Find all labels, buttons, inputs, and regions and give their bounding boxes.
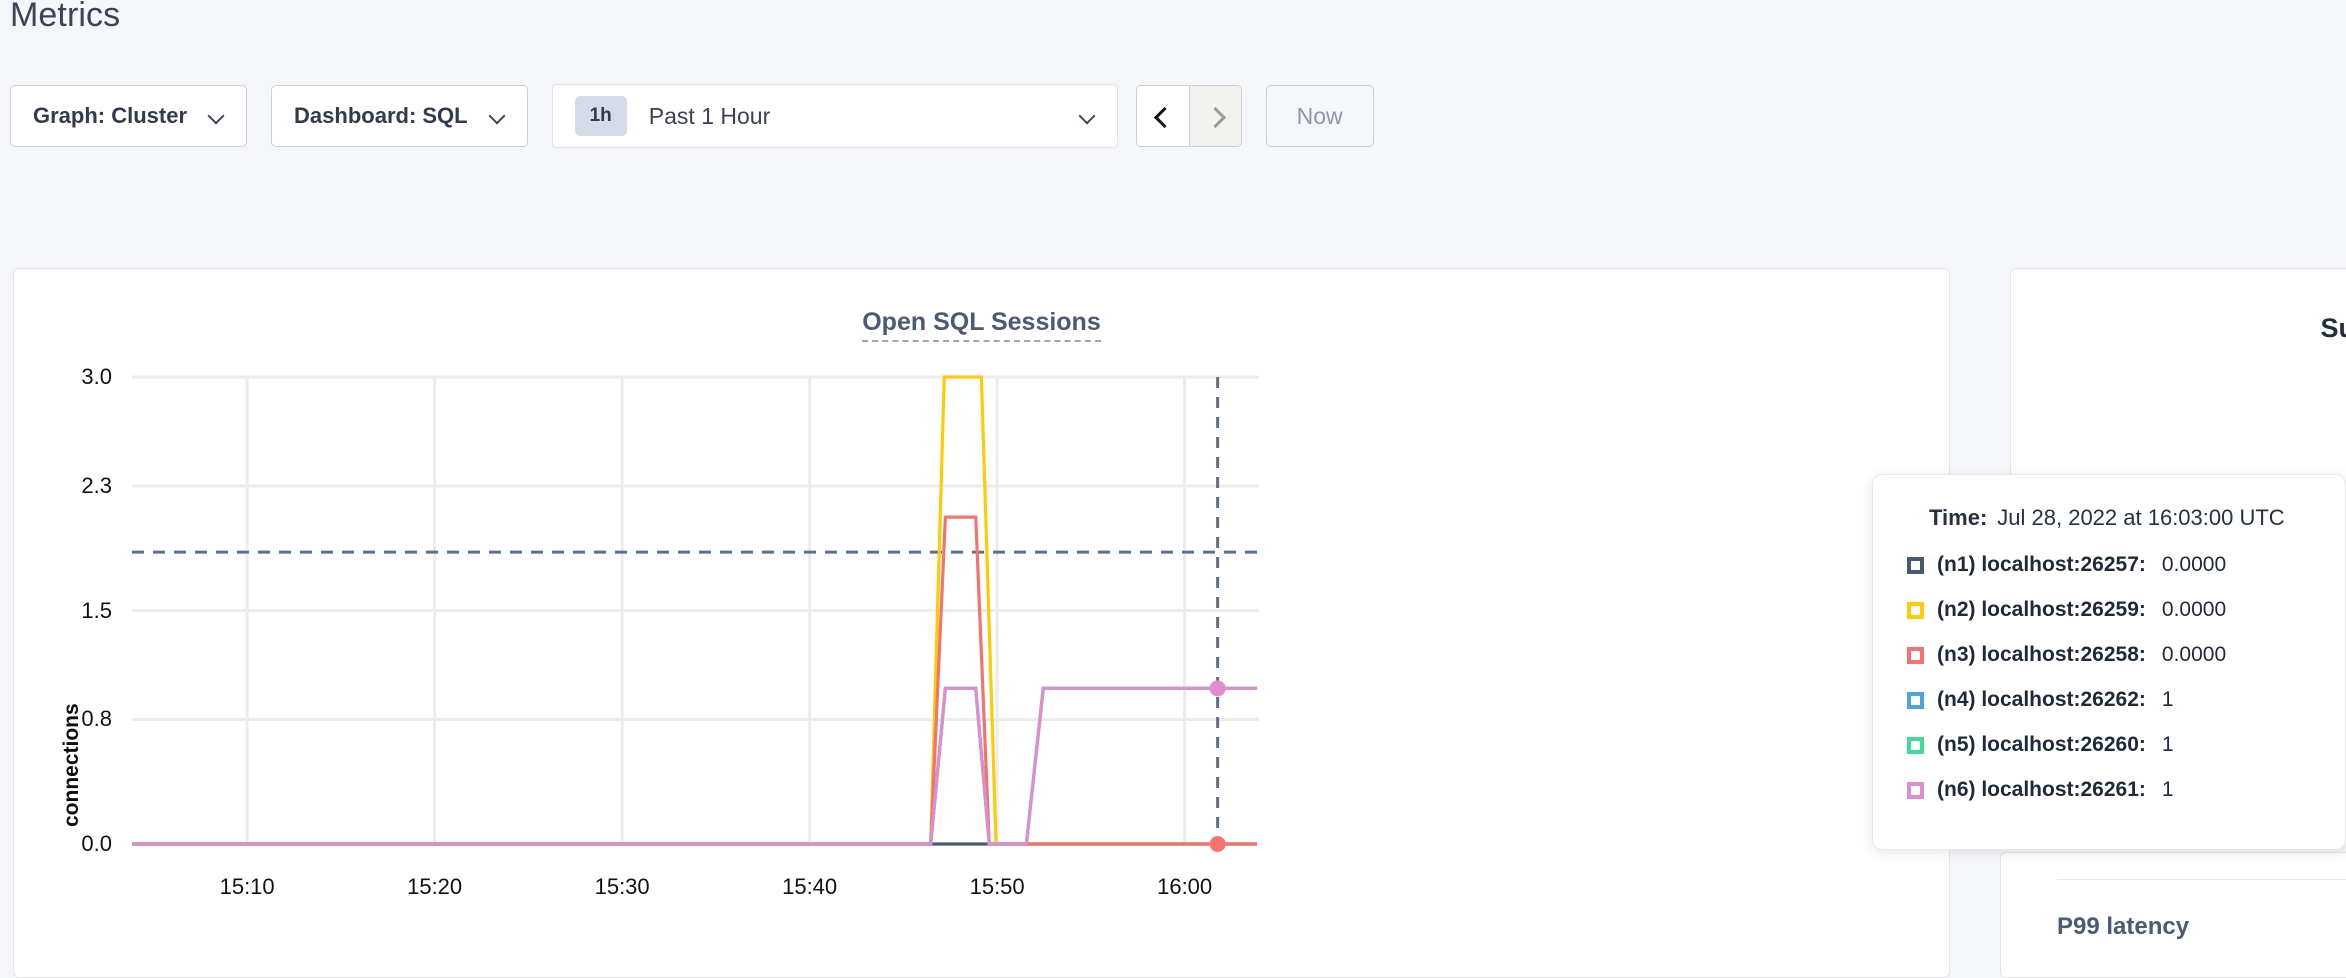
crosshair-marker	[1209, 836, 1226, 852]
p99-latency-card: P99 latency	[2000, 852, 2346, 978]
tooltip-row: (n2) localhost:26259: 0.0000	[1907, 598, 2319, 622]
chart-title: Open SQL Sessions	[14, 308, 1949, 342]
x-axis-tick: 15:40	[782, 874, 838, 899]
y-axis-tick: 3.0	[81, 364, 112, 389]
p99-latency-label: P99 latency	[2057, 913, 2190, 940]
tooltip-time: Time: Jul 28, 2022 at 16:03:00 UTC	[1929, 505, 2319, 531]
series-line	[132, 515, 1257, 846]
time-nav-group	[1135, 85, 1242, 147]
series-name: (n2) localhost:26259:	[1937, 598, 2146, 621]
series-value: 1	[2161, 733, 2174, 756]
y-axis-tick: 1.5	[81, 597, 112, 623]
chevron-down-icon	[490, 109, 505, 124]
page-title: Metrics	[10, 0, 121, 34]
tooltip-row: (n4) localhost:26262: 1	[1907, 688, 2319, 712]
series-line	[132, 686, 1257, 846]
x-axis-tick: 15:30	[594, 874, 650, 899]
tooltip-row: (n6) localhost:26261: 1	[1907, 778, 2319, 802]
series-name: (n5) localhost:26260:	[1937, 733, 2146, 756]
series-color-swatch	[1907, 781, 1924, 799]
series-color-swatch	[1907, 556, 1924, 574]
time-range-label: Past 1 Hour	[648, 102, 771, 129]
series-value: 1	[2161, 778, 2174, 801]
next-range-button[interactable]	[1188, 86, 1241, 146]
time-range-badge: 1h	[574, 96, 627, 136]
latency-divider	[2057, 879, 2346, 880]
chart-tooltip: Time: Jul 28, 2022 at 16:03:00 UTC (n1) l…	[1872, 474, 2346, 850]
tooltip-row: (n3) localhost:26258: 0.0000	[1907, 643, 2319, 667]
series-name: (n1) localhost:26257:	[1937, 553, 2146, 576]
series-color-swatch	[1907, 691, 1924, 709]
toolbar: Graph: Cluster Dashboard: SQL 1h Past 1 …	[10, 84, 1374, 148]
graph-select-label: Graph: Cluster	[33, 103, 188, 128]
tooltip-time-value: Jul 28, 2022 at 16:03:00 UTC	[1997, 505, 2285, 530]
series-name: (n6) localhost:26261:	[1937, 778, 2146, 801]
tooltip-time-label: Time:	[1929, 505, 1988, 530]
chart-plot-area[interactable]: 3.0 2.3 1.5 0.8 0.0 15:10 15:20 15:30 15:40 15:50…	[14, 269, 1949, 977]
chart-svg	[132, 375, 1259, 852]
series-line	[132, 686, 1257, 846]
prev-range-button[interactable]	[1136, 86, 1189, 146]
tooltip-row: (n5) localhost:26260: 1	[1907, 733, 2319, 757]
summary-title: Summ	[2320, 313, 2346, 343]
open-sql-sessions-card: Open SQL Sessions connections 3.0 2.3 1.5 0…	[13, 268, 1950, 978]
series-color-swatch	[1907, 646, 1924, 664]
chevron-down-icon	[209, 109, 224, 124]
time-range-picker[interactable]: 1h Past 1 Hour	[551, 84, 1118, 148]
dashboard-select[interactable]: Dashboard: SQL	[271, 85, 528, 147]
series-line	[132, 686, 1257, 846]
series-value: 0.0000	[2161, 553, 2227, 576]
now-button[interactable]: Now	[1265, 85, 1374, 147]
y-axis-tick: 0.8	[81, 706, 112, 732]
x-axis-tick: 16:00	[1157, 874, 1213, 899]
y-axis-tick: 0.0	[81, 831, 112, 856]
series-color-swatch	[1907, 736, 1924, 754]
series-value: 0.0000	[2161, 643, 2227, 666]
crosshair-marker	[1209, 680, 1226, 697]
x-axis-tick: 15:50	[969, 874, 1025, 899]
chevron-down-icon	[1080, 109, 1095, 124]
dashboard-select-label: Dashboard: SQL	[294, 103, 468, 128]
chevron-left-icon	[1154, 108, 1171, 125]
tooltip-row: (n1) localhost:26257: 0.0000	[1907, 553, 2319, 577]
chevron-right-icon	[1207, 108, 1224, 125]
series-value: 0.0000	[2161, 598, 2227, 621]
x-axis-tick: 15:10	[219, 874, 275, 899]
series-name: (n4) localhost:26262:	[1937, 688, 2146, 711]
y-axis-tick: 2.3	[81, 472, 112, 498]
tooltip-rows: (n1) localhost:26257: 0.0000 (n2) localhos…	[1907, 553, 2319, 802]
series-name: (n3) localhost:26258:	[1937, 643, 2146, 666]
graph-select[interactable]: Graph: Cluster	[10, 85, 248, 147]
now-button-label: Now	[1296, 102, 1343, 129]
x-axis-tick: 15:20	[407, 874, 463, 899]
series-color-swatch	[1907, 601, 1924, 619]
series-value: 1	[2161, 688, 2174, 711]
